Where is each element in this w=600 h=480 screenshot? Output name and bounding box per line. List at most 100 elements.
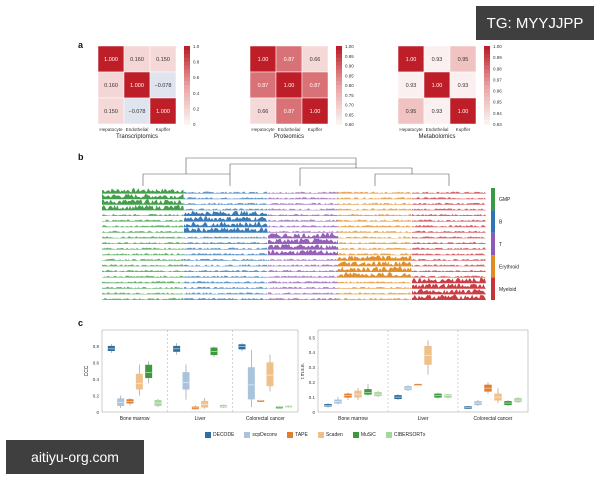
coverage-track: [184, 269, 268, 272]
coverage-track: [268, 230, 338, 233]
coverage-track: [412, 230, 486, 233]
heatmap-cell: [149, 71, 177, 99]
heatmap-value-label: 1.000: [130, 83, 144, 89]
colorbar-segment: [184, 100, 190, 105]
coverage-track: [412, 197, 486, 200]
coverage-track: [102, 193, 184, 200]
colorbar-segment: [484, 100, 490, 105]
coverage-track: [412, 275, 486, 278]
coverage-track: [412, 241, 486, 244]
heatmap-value-label: 0.160: [104, 83, 118, 89]
colorbar-segment: [484, 104, 490, 109]
colorbar-segment: [484, 116, 490, 121]
coverage-track: [184, 210, 268, 216]
y-tick-label: 0.5: [309, 335, 316, 340]
coverage-track: [184, 221, 268, 228]
colorbar-segment: [484, 88, 490, 94]
colorbar-segment: [336, 53, 342, 59]
heatmap-value-label: 1.00: [258, 57, 269, 63]
coverage-track: [102, 225, 184, 228]
heatmap-cell: [249, 45, 277, 73]
coverage-track: [184, 236, 268, 239]
legend-swatch: [244, 432, 251, 438]
heatmap-value-label: 1.000: [104, 57, 118, 63]
coverage-track: [184, 258, 268, 261]
colorbar-tick-label: 0.75: [345, 93, 354, 98]
coverage-track: [412, 288, 486, 295]
y-axis-label: r.m.s.e.: [300, 363, 306, 379]
coverage-track: [412, 283, 486, 289]
group-label: GMP: [499, 197, 511, 203]
y-tick-label: 0.8: [93, 344, 100, 349]
y-tick-label: 0.3: [309, 365, 316, 370]
colorbar-tick-label: 1.00: [345, 44, 354, 49]
colorbar-segment: [184, 65, 190, 70]
heatmap-value-label: 0.66: [310, 57, 321, 63]
colorbar-segment: [484, 46, 490, 51]
colorbar-segment: [184, 92, 190, 98]
coverage-track: [338, 225, 412, 228]
colorbar-segment: [336, 100, 342, 105]
plot-frame: [317, 329, 529, 413]
heatmap-col-label: Hepatocyte: [251, 127, 275, 132]
coverage-track: [102, 236, 184, 239]
group-label: B: [499, 220, 503, 226]
coverage-track: [268, 286, 338, 289]
coverage-track: [338, 261, 412, 267]
colorbar-segment: [484, 85, 490, 90]
box-body: [107, 345, 115, 351]
colorbar-segment: [184, 61, 190, 66]
colorbar-tick-label: 0.70: [345, 103, 354, 108]
coverage-track: [268, 208, 338, 211]
colorbar-segment: [336, 88, 342, 94]
colorbar-tick-label: 0.4: [193, 91, 200, 96]
coverage-track: [412, 247, 486, 250]
coverage-track: [338, 281, 412, 284]
colorbar-segment: [184, 46, 190, 51]
panel-a-letter: a: [78, 40, 84, 50]
heatmap-value-label: −0.078: [129, 109, 146, 115]
colorbar-segment: [184, 112, 190, 117]
coverage-track: [102, 286, 184, 289]
boxplot-panel: 0 0.2 0.4 0.6 0.8 CCC Bone marrow Liver Colorect…: [84, 329, 529, 422]
coverage-track: [102, 219, 184, 222]
box-body: [238, 344, 246, 350]
coverage-track: [412, 213, 486, 216]
colorbar-segment: [484, 49, 490, 55]
dataset-label: Liver: [195, 416, 206, 422]
dendrogram-branches: [142, 157, 450, 186]
legend-item: Scaden: [317, 432, 343, 438]
coverage-track: [338, 297, 412, 300]
colorbar-segment: [184, 85, 190, 90]
coverage-track: [338, 219, 412, 222]
colorbar-tick-label: 0.95: [345, 54, 354, 59]
coverage-track: [338, 213, 412, 216]
heatmap-cell: [249, 97, 277, 125]
coverage-track: [102, 297, 184, 300]
heatmap-title: Transcriptomics: [116, 134, 158, 140]
heatmap-value-label: 1.00: [284, 83, 295, 89]
legend-swatch: [317, 432, 324, 438]
heatmap-value-label: −0.078: [155, 83, 172, 89]
coverage-track: [102, 253, 184, 256]
coverage-track: [338, 208, 412, 211]
legend-swatch: [287, 432, 294, 438]
colorbar-segment: [484, 57, 490, 63]
coverage-track: [102, 269, 184, 272]
dataset-label: Liver: [418, 416, 429, 422]
heatmap-cell: [123, 71, 151, 99]
group-color-bar: [491, 188, 495, 211]
heatmap-col-label: Hepatocyte: [99, 127, 123, 132]
coverage-track: [184, 216, 268, 222]
colorbar-segment: [484, 81, 490, 86]
coverage-track: [268, 281, 338, 284]
colorbar-segment: [336, 96, 342, 102]
box-body: [145, 364, 153, 379]
coverage-track: [268, 219, 338, 222]
heatmap-cell: [301, 71, 329, 99]
coverage-track: [268, 275, 338, 278]
y-tick-label: 0.2: [93, 393, 100, 398]
colorbar-segment: [184, 73, 190, 78]
heatmap-value-label: 0.95: [458, 57, 469, 63]
coverage-track: [412, 277, 486, 284]
